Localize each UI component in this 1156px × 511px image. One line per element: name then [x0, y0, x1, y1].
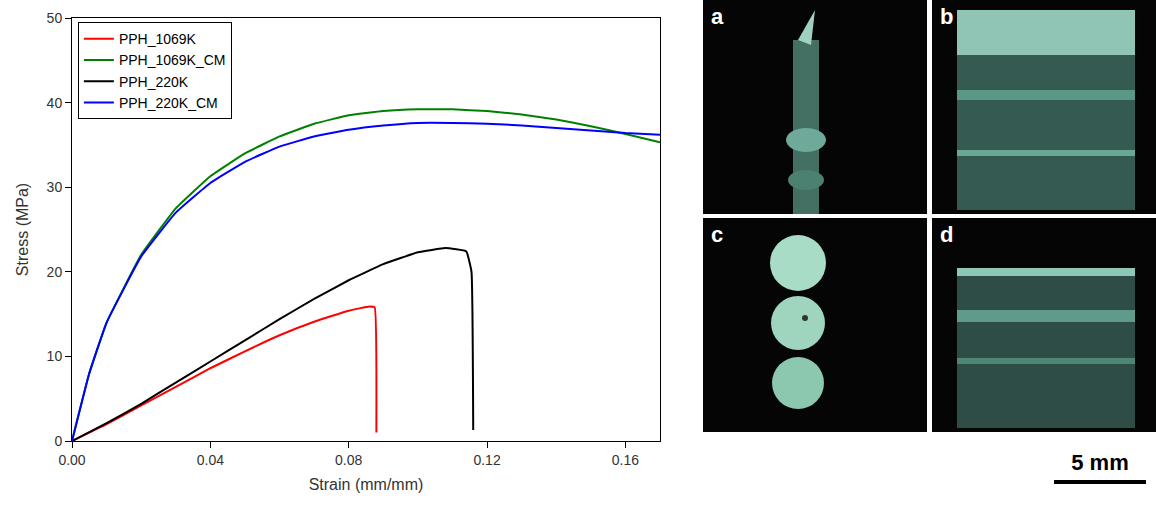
- html-text:b: b: [940, 4, 954, 29]
- svg-text:PPH_220K: PPH_220K: [119, 74, 189, 90]
- svg-text:50: 50: [47, 10, 63, 26]
- svg-text:30: 30: [47, 179, 63, 195]
- svg-text:20: 20: [47, 264, 63, 280]
- svg-text:PPH_1069K: PPH_1069K: [119, 31, 197, 47]
- svg-text:0.00: 0.00: [58, 452, 85, 468]
- svg-text:40: 40: [47, 95, 63, 111]
- html-text:a: a: [711, 4, 724, 29]
- html-text:c: c: [711, 222, 724, 247]
- svg-text:Strain (mm/mm): Strain (mm/mm): [309, 476, 424, 493]
- svg-text:0.12: 0.12: [473, 452, 500, 468]
- svg-text:0: 0: [54, 433, 62, 449]
- svg-text:10: 10: [47, 348, 63, 364]
- svg-text:PPH_220K_CM: PPH_220K_CM: [119, 95, 218, 111]
- svg-text:0.04: 0.04: [197, 452, 224, 468]
- html-text:d: d: [940, 222, 954, 247]
- svg-text:PPH_1069K_CM: PPH_1069K_CM: [119, 52, 226, 68]
- html-text:5 mm: 5 mm: [1071, 450, 1129, 475]
- svg-text:0.08: 0.08: [335, 452, 362, 468]
- svg-text:Stress (MPa): Stress (MPa): [14, 183, 31, 276]
- svg-text:0.16: 0.16: [612, 452, 639, 468]
